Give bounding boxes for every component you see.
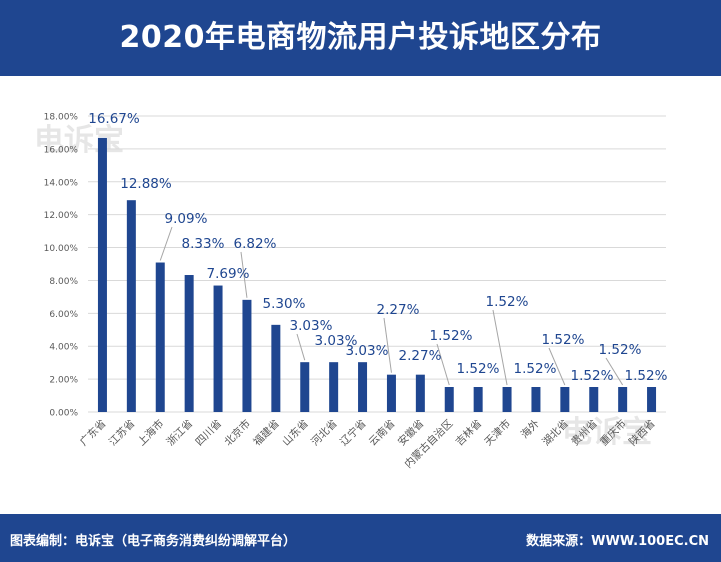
watermark-logo: 电诉宝 bbox=[562, 415, 652, 450]
data-label: 16.67% bbox=[88, 111, 140, 127]
gridlines bbox=[88, 115, 666, 413]
y-tick-label: 10.00% bbox=[44, 244, 79, 254]
data-label: 9.09% bbox=[165, 211, 208, 227]
leader-line bbox=[605, 357, 624, 386]
x-tick-label: 北京市 bbox=[222, 417, 253, 448]
x-tick-label: 浙江省 bbox=[164, 417, 195, 448]
chart-title: 2020年电商物流用户投诉地区分布 bbox=[119, 20, 602, 55]
footer-bar: 图表编制：电诉宝（电子商务消费纠纷调解平台） 数据来源：WWW.100EC.CN bbox=[0, 514, 721, 562]
bar bbox=[531, 387, 541, 412]
label-leader-lines bbox=[159, 226, 624, 386]
data-label: 5.30% bbox=[263, 296, 306, 312]
y-tick-label: 14.00% bbox=[44, 178, 79, 188]
x-tick-label: 天津市 bbox=[482, 417, 513, 448]
data-labels: 16.67% 12.88% 9.09% 8.33% 7.69% 6.82% 5.30% 3.0… bbox=[88, 111, 667, 384]
data-label: 1.52% bbox=[457, 361, 500, 377]
bar bbox=[242, 299, 252, 412]
y-axis-ticks: 0.00% 2.00% 4.00% 6.00% 8.00% 10.00% 12.00% 14.… bbox=[44, 113, 79, 419]
bar bbox=[213, 285, 223, 412]
bar bbox=[358, 362, 368, 412]
leader-line bbox=[383, 317, 392, 373]
data-label: 3.03% bbox=[346, 343, 389, 359]
bar bbox=[126, 200, 136, 412]
bar bbox=[473, 387, 483, 412]
bar bbox=[502, 387, 512, 412]
leader-line bbox=[492, 309, 508, 386]
bar bbox=[444, 387, 454, 412]
y-tick-label: 6.00% bbox=[49, 310, 78, 320]
y-tick-label: 4.00% bbox=[49, 343, 78, 353]
x-tick-label: 辽宁省 bbox=[337, 417, 368, 448]
y-tick-label: 18.00% bbox=[44, 113, 79, 123]
leader-line bbox=[436, 343, 450, 386]
bar bbox=[560, 387, 570, 412]
data-label: 1.52% bbox=[514, 361, 557, 377]
bar bbox=[184, 275, 194, 412]
bar bbox=[618, 387, 628, 412]
data-label: 1.52% bbox=[571, 368, 614, 384]
data-label: 7.69% bbox=[207, 266, 250, 282]
data-label: 8.33% bbox=[182, 236, 225, 252]
y-tick-label: 0.00% bbox=[49, 409, 78, 419]
x-tick-label: 山东省 bbox=[279, 417, 310, 448]
y-tick-label: 2.00% bbox=[49, 376, 78, 386]
data-label: 1.52% bbox=[599, 342, 642, 358]
bar bbox=[415, 374, 425, 412]
leader-line bbox=[548, 347, 566, 386]
x-tick-label: 四川省 bbox=[193, 417, 224, 448]
data-label: 2.27% bbox=[377, 302, 420, 318]
leader-line bbox=[159, 226, 173, 261]
x-tick-label: 吉林省 bbox=[453, 417, 484, 448]
watermark-logo: 电诉宝 bbox=[34, 123, 124, 158]
data-label: 1.52% bbox=[625, 368, 668, 384]
x-tick-label: 福建省 bbox=[251, 417, 282, 448]
data-label: 2.27% bbox=[399, 348, 442, 364]
bars bbox=[97, 137, 657, 413]
data-label: 1.52% bbox=[486, 294, 529, 310]
bar bbox=[271, 324, 281, 412]
y-tick-label: 16.00% bbox=[44, 145, 79, 155]
data-label: 1.52% bbox=[542, 332, 585, 348]
bar bbox=[155, 262, 165, 412]
y-tick-label: 12.00% bbox=[44, 211, 79, 221]
bar bbox=[589, 387, 599, 412]
data-label: 3.03% bbox=[315, 333, 358, 349]
bar bbox=[647, 387, 657, 412]
bar bbox=[386, 374, 396, 412]
footer-data-source: 数据来源：WWW.100EC.CN bbox=[526, 534, 709, 549]
data-label: 6.82% bbox=[234, 236, 277, 252]
bar bbox=[329, 362, 339, 412]
data-label: 1.52% bbox=[430, 328, 473, 344]
x-tick-label: 广东省 bbox=[77, 417, 108, 448]
leader-line bbox=[296, 333, 306, 361]
x-tick-label: 河北省 bbox=[308, 417, 339, 448]
y-tick-label: 8.00% bbox=[49, 277, 78, 287]
x-tick-label: 江苏省 bbox=[106, 417, 137, 448]
leader-line bbox=[240, 251, 248, 298]
bar bbox=[97, 137, 107, 413]
x-tick-label: 云南省 bbox=[366, 417, 397, 448]
footer-source-compiler: 图表编制：电诉宝（电子商务消费纠纷调解平台） bbox=[10, 534, 297, 549]
title-bar: 2020年电商物流用户投诉地区分布 bbox=[0, 0, 721, 76]
data-label: 3.03% bbox=[290, 318, 333, 334]
bar bbox=[300, 362, 310, 412]
data-label: 12.88% bbox=[120, 176, 172, 192]
x-tick-label: 上海市 bbox=[135, 417, 166, 448]
x-tick-label: 海外 bbox=[518, 417, 542, 441]
